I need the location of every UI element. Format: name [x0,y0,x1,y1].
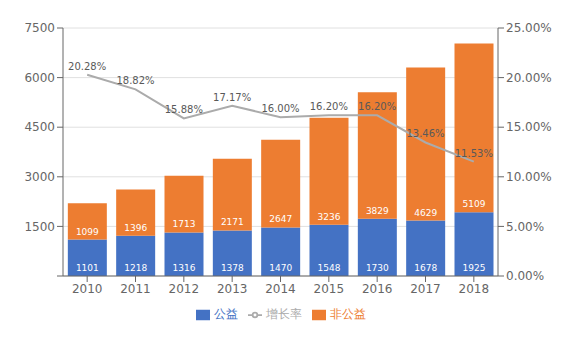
svg-text:2012: 2012 [169,282,200,296]
svg-text:2010: 2010 [72,282,103,296]
svg-text:16.20%: 16.20% [310,101,348,112]
svg-text:2015: 2015 [314,282,345,296]
html-text:非公益: 非公益 [329,307,366,321]
svg-text:16.00%: 16.00% [261,103,299,114]
svg-text:5.00%: 5.00% [506,220,544,234]
svg-text:2647: 2647 [269,214,292,224]
svg-text:2011: 2011 [120,282,151,296]
svg-text:1316: 1316 [173,263,196,273]
svg-text:1396: 1396 [124,223,147,233]
svg-text:1678: 1678 [414,263,437,273]
svg-text:2018: 2018 [459,282,490,296]
svg-text:1500: 1500 [24,220,55,234]
svg-text:1713: 1713 [173,219,196,229]
svg-text:15.88%: 15.88% [165,104,203,115]
svg-text:2013: 2013 [217,282,248,296]
svg-text:3000: 3000 [24,170,55,184]
svg-text:1218: 1218 [124,263,147,273]
svg-text:25.00%: 25.00% [506,21,552,35]
svg-text:2016: 2016 [362,282,393,296]
svg-text:16.20%: 16.20% [358,101,396,112]
svg-text:1470: 1470 [269,263,292,273]
svg-text:1730: 1730 [366,263,389,273]
svg-text:3236: 3236 [318,212,341,222]
svg-text:2171: 2171 [221,217,244,227]
svg-text:6000: 6000 [24,71,55,85]
svg-text:17.17%: 17.17% [213,92,251,103]
svg-text:15.00%: 15.00% [506,120,552,134]
svg-text:18.82%: 18.82% [116,75,154,86]
svg-text:3829: 3829 [366,206,389,216]
svg-text:20.28%: 20.28% [68,61,106,72]
svg-text:1099: 1099 [76,227,99,237]
svg-text:1548: 1548 [318,263,341,273]
svg-text:1101: 1101 [76,263,99,273]
svg-text:1925: 1925 [463,263,486,273]
svg-text:0.00%: 0.00% [506,269,544,283]
svg-text:5109: 5109 [463,199,486,209]
svg-text:2017: 2017 [410,282,441,296]
svg-text:13.46%: 13.46% [406,128,444,139]
svg-text:20.00%: 20.00% [506,71,552,85]
svg-text:2014: 2014 [265,282,296,296]
svg-text:1378: 1378 [221,263,244,273]
svg-text:11.53%: 11.53% [455,148,493,159]
svg-text:4500: 4500 [24,120,55,134]
html-text:公益: 公益 [213,307,238,321]
html-text:增长率: 增长率 [265,307,302,321]
svg-text:4629: 4629 [414,208,437,218]
svg-text:7500: 7500 [24,21,55,35]
svg-text:10.00%: 10.00% [506,170,552,184]
